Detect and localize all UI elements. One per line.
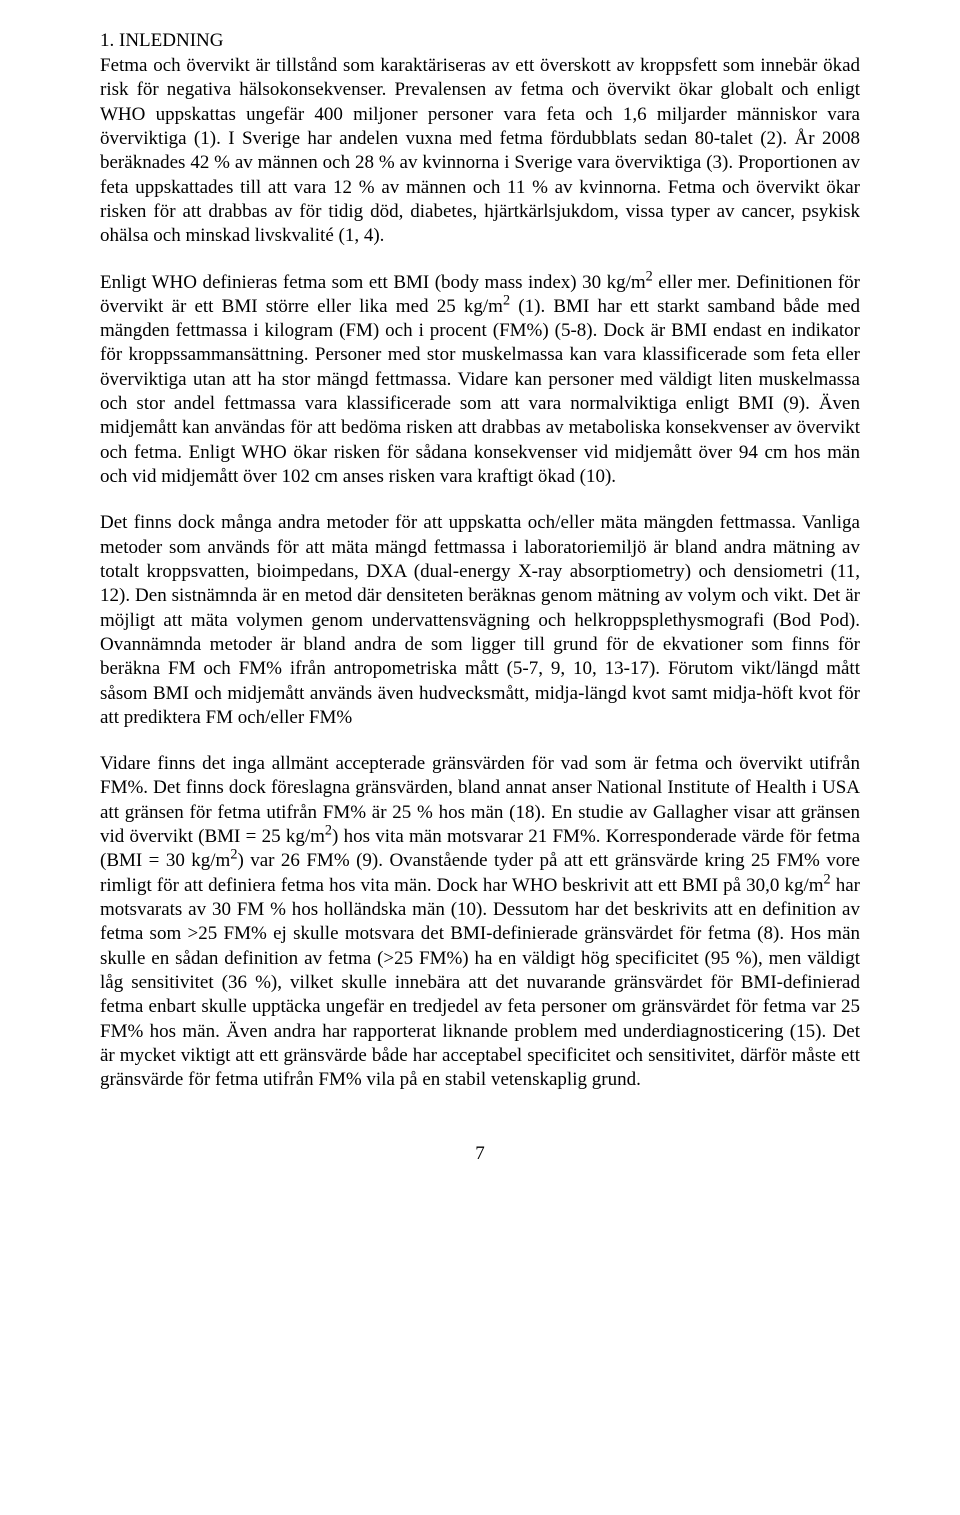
paragraph-4-text-4: har motsvarats av 30 FM % hos holländska…	[100, 875, 860, 1091]
paragraph-2-text-3: (1). BMI har ett starkt samband både med…	[100, 296, 860, 487]
section-heading: 1. INLEDNING	[100, 30, 860, 52]
superscript: 2	[646, 268, 653, 284]
paragraph-4: Vidare finns det inga allmänt accepterad…	[100, 752, 860, 1092]
superscript: 2	[325, 823, 332, 839]
paragraph-1: Fetma och övervikt är tillstånd som kara…	[100, 54, 860, 249]
superscript: 2	[824, 871, 831, 887]
paragraph-2-text-1: Enligt WHO definieras fetma som ett BMI …	[100, 272, 646, 293]
paragraph-3: Det finns dock många andra metoder för a…	[100, 511, 860, 730]
paragraph-2: Enligt WHO definieras fetma som ett BMI …	[100, 271, 860, 490]
page-number: 7	[100, 1143, 860, 1165]
